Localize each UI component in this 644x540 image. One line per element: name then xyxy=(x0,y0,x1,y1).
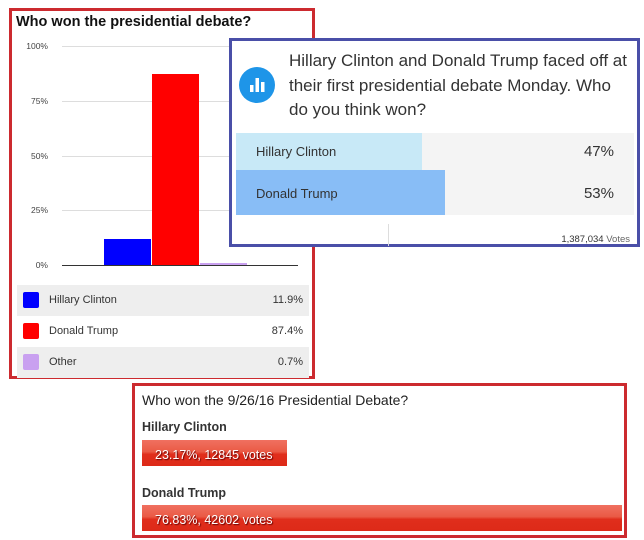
vote-count: 1,387,034 Votes xyxy=(561,234,630,245)
legend-label: Other xyxy=(49,356,77,368)
result-bar-trump: 76.83%, 42602 votes xyxy=(142,505,623,531)
option-percent: 47% xyxy=(583,143,614,160)
vote-count-label: Votes xyxy=(606,234,630,245)
y-tick-label: 100% xyxy=(26,41,48,51)
legend-label: Hillary Clinton xyxy=(49,294,117,306)
bar-other xyxy=(200,263,247,265)
footer-divider xyxy=(388,224,389,246)
option-percent: 53% xyxy=(583,185,614,202)
option-label: Donald Trump xyxy=(256,186,338,201)
y-tick-label: 25% xyxy=(30,205,48,216)
result-bar xyxy=(236,170,445,215)
legend-item-hillary: Hillary Clinton 11.9% xyxy=(17,285,309,316)
candidate-label: Hillary Clinton xyxy=(142,420,227,434)
option-label: Hillary Clinton xyxy=(256,144,337,159)
result-bar xyxy=(236,133,422,170)
gridline xyxy=(62,46,298,47)
result-bar-hillary: 23.17%, 12845 votes xyxy=(142,440,287,466)
legend-label: Donald Trump xyxy=(49,325,119,337)
legend-item-other: Other 0.7% xyxy=(17,347,309,378)
poll-3-title: Who won the 9/26/16 Presidential Debate? xyxy=(142,392,409,408)
poll-option-trump[interactable]: Donald Trump 53% xyxy=(236,170,634,215)
legend-swatch xyxy=(23,323,39,339)
legend-value: 87.4% xyxy=(271,325,303,337)
legend-swatch xyxy=(23,292,39,308)
legend-value: 11.9% xyxy=(272,294,303,306)
poll-panel-2: Hillary Clinton and Donald Trump faced o… xyxy=(229,38,640,247)
legend-item-trump: Donald Trump 87.4% xyxy=(17,316,309,347)
candidate-label: Donald Trump xyxy=(142,486,227,500)
vote-count-number: 1,387,034 xyxy=(561,234,604,245)
bar-hillary-clinton xyxy=(104,238,151,265)
legend-swatch xyxy=(23,354,39,370)
y-tick-label: 50% xyxy=(30,150,48,161)
bar-chart: 100% 75% 50% 25% 0% xyxy=(12,11,312,291)
gridline xyxy=(62,265,298,266)
poll-option-hillary[interactable]: Hillary Clinton 47% xyxy=(236,133,634,170)
y-tick-label: 0% xyxy=(35,260,48,270)
legend-value: 0.7% xyxy=(277,356,303,368)
bar-donald-trump xyxy=(152,73,199,265)
poll-1-title: Who won the presidential debate? xyxy=(16,14,252,30)
y-tick-label: 75% xyxy=(30,95,48,106)
poll-question: Hillary Clinton and Donald Trump faced o… xyxy=(289,51,627,119)
poll-panel-3: Who won the 9/26/16 Presidential Debate?… xyxy=(132,383,627,538)
poll-chart-icon xyxy=(239,67,275,103)
